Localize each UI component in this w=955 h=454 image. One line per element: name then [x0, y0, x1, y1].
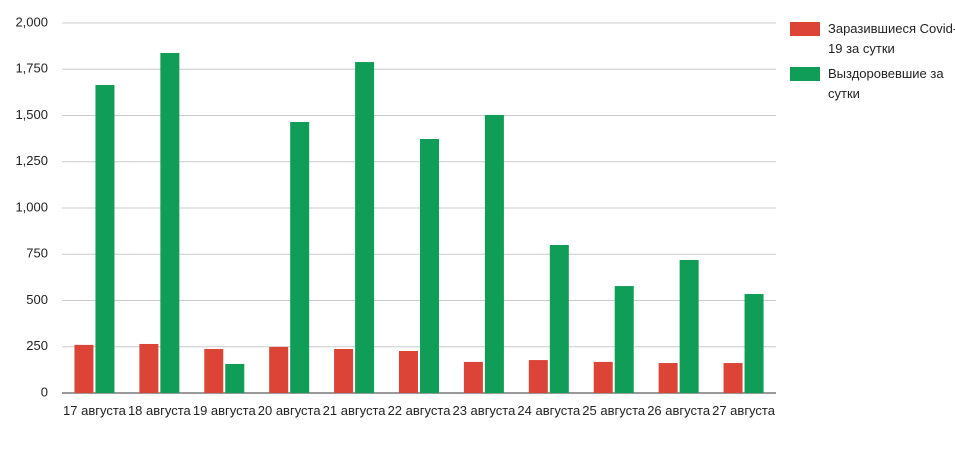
bar — [463, 361, 483, 393]
bar — [399, 351, 418, 393]
y-tick-label: 1,500 — [15, 107, 48, 122]
bar — [679, 259, 699, 393]
y-tick-label: 250 — [26, 338, 48, 353]
bar — [225, 363, 245, 393]
bar — [420, 138, 439, 393]
y-tick-label: 1,750 — [15, 61, 48, 76]
bar — [290, 121, 310, 393]
legend-swatch — [790, 67, 820, 81]
bar — [74, 344, 94, 393]
x-tick-label: 25 августа — [582, 403, 646, 418]
bar — [614, 286, 634, 393]
x-tick-label: 18 августа — [127, 403, 191, 418]
bar — [204, 348, 224, 393]
x-tick-label: 23 августа — [452, 403, 516, 418]
legend-label: Выздоровевшие за сутки — [828, 66, 944, 101]
x-tick-label: 20 августа — [257, 403, 321, 418]
bar — [744, 294, 764, 393]
x-tick-label: 17 августа — [63, 403, 126, 418]
y-tick-label: 500 — [26, 292, 48, 307]
bar — [549, 245, 569, 393]
y-tick-label: 2,000 — [15, 14, 48, 29]
bar — [593, 361, 613, 393]
bar — [139, 343, 159, 393]
y-tick-label: 750 — [26, 246, 48, 261]
y-tick-label: 1,000 — [15, 199, 48, 214]
x-tick-label: 27 августа — [712, 403, 775, 418]
bar — [269, 346, 289, 393]
bar — [160, 52, 180, 393]
legend-swatch — [790, 22, 820, 36]
legend-label: Заразившиеся Covid-19 за сутки — [828, 21, 955, 56]
bar — [355, 62, 375, 393]
x-tick-label: 19 августа — [192, 403, 256, 418]
bar — [723, 363, 743, 393]
x-tick-label: 24 августа — [517, 403, 581, 418]
y-tick-label: 1,250 — [15, 153, 48, 168]
bar — [528, 360, 548, 393]
bar — [334, 348, 354, 393]
y-tick-label: 0 — [41, 384, 48, 399]
bar — [658, 363, 678, 393]
x-tick-label: 22 августа — [387, 403, 451, 418]
bar — [484, 114, 504, 393]
x-tick-label: 26 августа — [647, 403, 711, 418]
x-tick-label: 21 августа — [322, 403, 386, 418]
bar — [95, 84, 115, 393]
